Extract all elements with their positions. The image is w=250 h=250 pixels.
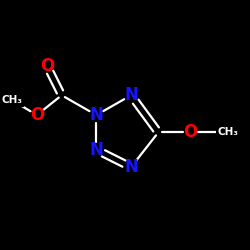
Text: CH₃: CH₃ (217, 128, 238, 138)
Text: CH₃: CH₃ (2, 95, 22, 105)
Text: N: N (90, 106, 103, 124)
Text: O: O (184, 124, 198, 142)
Text: N: N (124, 86, 138, 104)
Text: N: N (124, 158, 138, 176)
Text: N: N (90, 141, 103, 159)
Text: O: O (40, 56, 54, 74)
Text: O: O (30, 106, 44, 124)
